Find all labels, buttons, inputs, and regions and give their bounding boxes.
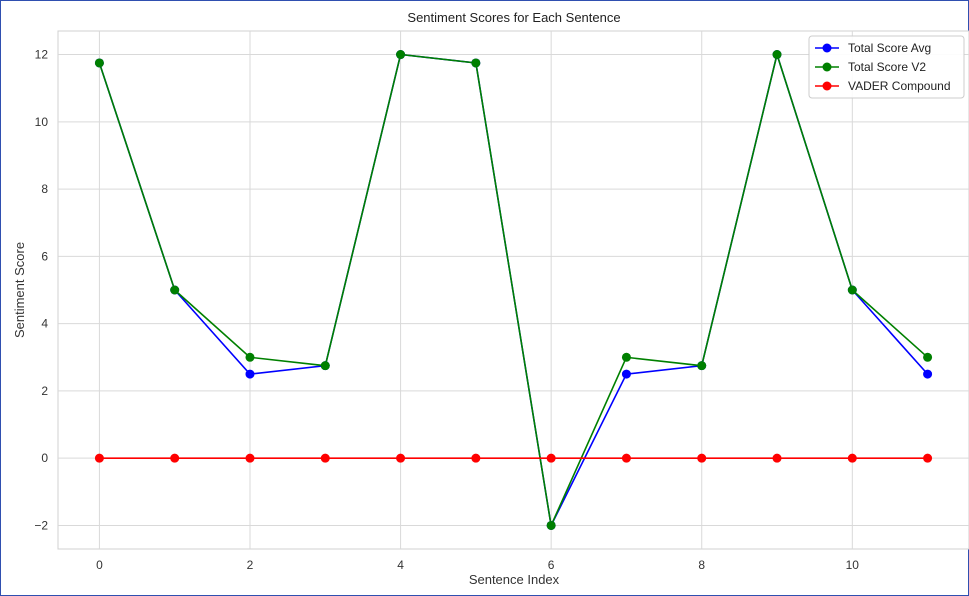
legend-label: Total Score V2: [848, 60, 926, 74]
y-tick-label: 0: [41, 451, 48, 465]
x-tick-label: 6: [548, 558, 555, 572]
series-2-point: [772, 50, 782, 60]
legend-swatch-marker: [822, 62, 832, 72]
series-line-2: [98, 51, 929, 529]
series-3-point: [923, 453, 933, 463]
series-3-point: [546, 453, 556, 463]
y-tick-label: −2: [34, 518, 48, 532]
series-3-point: [320, 453, 330, 463]
series-3-point: [621, 453, 631, 463]
y-tick-label: 10: [35, 115, 49, 129]
series-3-point: [396, 453, 406, 463]
series-1-point: [245, 369, 255, 379]
x-tick-label: 8: [698, 558, 705, 572]
series-3-point: [847, 453, 857, 463]
x-tick-label: 10: [846, 558, 860, 572]
legend-swatch-marker: [822, 43, 832, 53]
y-tick-label: 12: [35, 48, 49, 62]
series-3-point: [170, 453, 180, 463]
y-tick-label: 6: [41, 249, 48, 263]
series-3-point: [471, 453, 481, 463]
legend-label: VADER Compound: [848, 79, 951, 93]
x-tick-label: 0: [96, 558, 103, 572]
series-3-point: [245, 453, 255, 463]
x-tick-label: 2: [247, 558, 254, 572]
legend-box: [808, 35, 965, 99]
chart-title: Sentiment Scores for Each Sentence: [407, 10, 620, 25]
series-2-point: [847, 285, 857, 295]
series-2-point: [471, 58, 481, 68]
y-tick-label: 2: [41, 384, 48, 398]
series-2-point: [396, 50, 406, 60]
series-2-point: [320, 361, 330, 371]
y-axis-title: Sentiment Score: [12, 242, 27, 338]
series-1-point: [621, 369, 631, 379]
series-3-point: [772, 453, 782, 463]
y-tick-label: 4: [41, 317, 48, 331]
series-2-point: [94, 58, 104, 68]
series-3-point: [94, 453, 104, 463]
series-2-point: [546, 520, 556, 530]
x-tick-label: 4: [397, 558, 404, 572]
series-2-point: [245, 352, 255, 362]
series-2-point: [697, 361, 707, 371]
series-3-point: [697, 453, 707, 463]
series-2-point: [621, 352, 631, 362]
series-1-point: [923, 369, 933, 379]
y-tick-label: 8: [41, 182, 48, 196]
legend-swatch-marker: [822, 81, 832, 91]
x-axis-title: Sentence Index: [469, 572, 560, 587]
series-2-point: [923, 352, 933, 362]
series-2-point: [170, 285, 180, 295]
legend-label: Total Score Avg: [848, 41, 931, 55]
